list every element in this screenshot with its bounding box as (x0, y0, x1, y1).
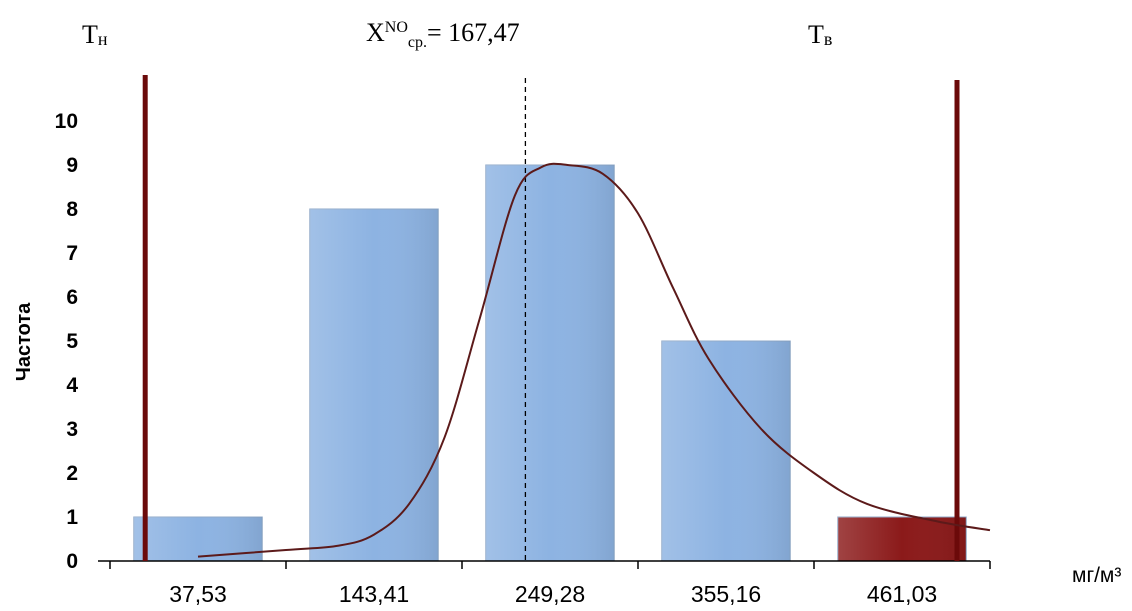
y-axis-label: Частота (13, 302, 35, 381)
mean-label: XNOср.= 167,47 (366, 18, 520, 51)
lower-bound-label: Тн (82, 20, 108, 49)
y-tick-label-9: 9 (66, 154, 78, 177)
y-tick-label-6: 6 (66, 286, 78, 309)
upper-bound-label: Тв (808, 20, 832, 49)
x-tick-label-0: 37,53 (169, 581, 227, 607)
bar-shade-3 (661, 341, 791, 561)
bar-shade-2 (485, 165, 615, 561)
y-tick-label-3: 3 (66, 418, 78, 441)
y-tick-label-10: 10 (55, 110, 78, 133)
y-axis: 0 1 2 3 4 5 6 7 8 9 10 (55, 110, 79, 573)
y-tick-label-8: 8 (66, 198, 78, 221)
y-tick-label-7: 7 (66, 242, 78, 265)
upper-bound-label-main: Т (808, 20, 824, 49)
x-tick-label-2: 249,28 (515, 581, 585, 607)
mean-label-sup: NO (385, 19, 408, 36)
x-axis: 37,53 143,41 249,28 355,16 461,03 (98, 560, 991, 607)
bar-shade-1 (309, 209, 439, 561)
x-tick-label-1: 143,41 (339, 581, 409, 607)
x-tick-label-4: 461,03 (867, 581, 937, 607)
bar-shade-4 (837, 517, 967, 561)
y-tick-label-1: 1 (66, 506, 78, 529)
mean-label-main: X (366, 18, 385, 47)
y-tick-label-5: 5 (66, 330, 78, 353)
upper-bound-label-sub: в (824, 29, 833, 49)
bars-layer (133, 164, 967, 562)
y-tick-label-4: 4 (66, 374, 78, 397)
bar-shade-0 (133, 517, 263, 561)
mean-label-sub: ср. (408, 34, 427, 51)
x-tick-label-3: 355,16 (691, 581, 761, 607)
y-tick-label-2: 2 (66, 462, 78, 485)
lower-bound-label-main: Т (82, 20, 98, 49)
y-tick-label-0: 0 (66, 550, 78, 573)
bounds-layer (142, 75, 991, 561)
x-axis-unit-label: мг/м³ (1072, 564, 1121, 587)
lower-bound-label-sub: н (98, 29, 108, 49)
distribution-curve (197, 162, 991, 558)
mean-label-value: = 167,47 (427, 18, 520, 47)
